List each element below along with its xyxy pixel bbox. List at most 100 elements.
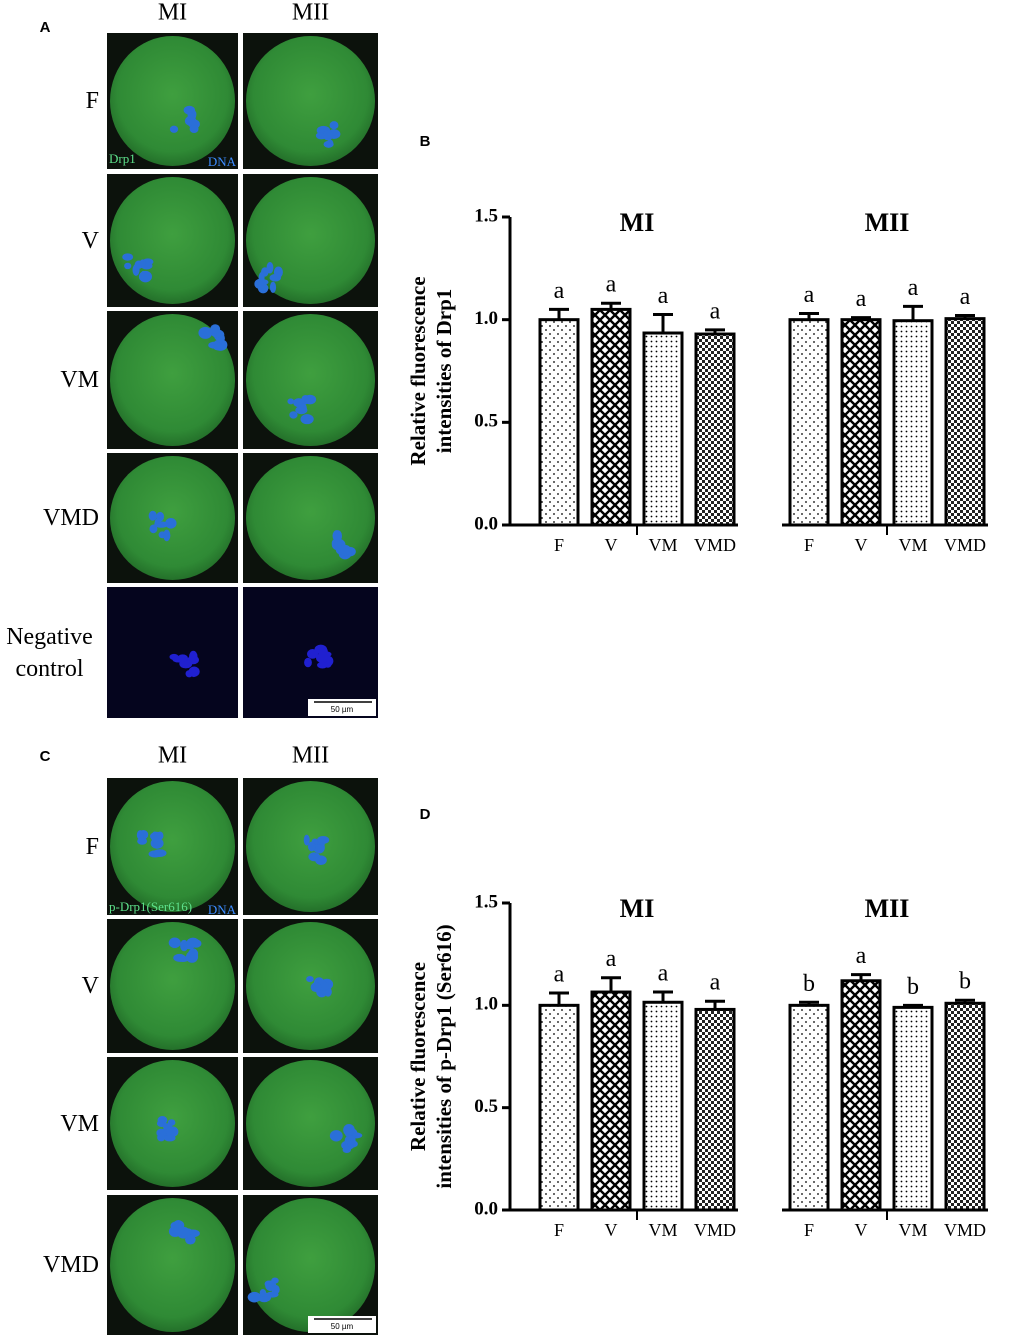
- significance-letter: a: [554, 278, 565, 304]
- dna: [273, 266, 283, 278]
- bar: [642, 1000, 684, 1212]
- oocyte: [110, 456, 235, 580]
- x-tick-label: VM: [648, 1220, 677, 1240]
- oocyte: [246, 314, 375, 446]
- row-label-box: VMD: [43, 505, 99, 531]
- oocyte: [246, 36, 375, 166]
- row-label-box: V: [82, 973, 99, 999]
- dna: [186, 937, 200, 948]
- dna: [247, 1291, 261, 1303]
- stain-label: DNA: [208, 902, 237, 917]
- oocyte: [110, 781, 235, 912]
- significance-letter: a: [804, 282, 815, 308]
- row-label-box: F: [85, 833, 99, 860]
- dna: [266, 261, 274, 274]
- dna: [287, 398, 295, 405]
- dna: [259, 1288, 267, 1297]
- dna: [347, 1140, 358, 1148]
- dna: [185, 950, 199, 963]
- dna: [313, 844, 324, 853]
- dna: [165, 517, 177, 529]
- y-axis-label: Relative fluorescence: [406, 962, 430, 1151]
- dna: [316, 652, 329, 663]
- row-label-box: F: [86, 88, 99, 114]
- dna: [317, 836, 330, 844]
- dna: [148, 510, 157, 521]
- dna: [304, 657, 312, 668]
- significance-letter: a: [856, 943, 867, 969]
- row-label: VM: [60, 367, 99, 393]
- group-label: MI: [620, 894, 655, 923]
- bar: [788, 318, 830, 527]
- y-tick-label: 0.5: [474, 411, 498, 432]
- dna: [139, 259, 146, 267]
- oocyte: [246, 456, 375, 580]
- significance-letter: a: [658, 961, 669, 987]
- x-tick-label: VM: [898, 535, 927, 555]
- y-axis-label: intensities of p-Drp1 (Ser616): [432, 924, 456, 1188]
- significance-letter: a: [960, 284, 971, 310]
- bar: [944, 317, 986, 527]
- row-label: Negative control: [6, 623, 93, 682]
- scale-bar-label: 50 µm: [331, 705, 354, 714]
- dna: [185, 1234, 196, 1245]
- micrograph: [107, 587, 238, 718]
- dna: [329, 1130, 343, 1142]
- oocyte: [246, 1198, 375, 1332]
- dna: [255, 279, 269, 286]
- y-axis-label: intensities of Drp1: [432, 289, 456, 454]
- x-tick-label: VM: [898, 1220, 927, 1240]
- significance-letter: a: [606, 272, 617, 298]
- x-tick-label: VM: [648, 535, 677, 555]
- dna: [271, 1277, 279, 1284]
- column-header: MII: [292, 0, 329, 26]
- dna: [176, 1226, 191, 1239]
- x-tick-label: VMD: [944, 1220, 986, 1240]
- dna: [323, 140, 334, 148]
- dna: [173, 953, 186, 962]
- row-label-box: Negative control: [6, 623, 93, 682]
- oocyte: [110, 922, 235, 1050]
- bar: [538, 1003, 580, 1212]
- dna: [307, 649, 319, 659]
- significance-letter: a: [658, 283, 669, 309]
- stain-label: p-Drp1(Ser616): [109, 899, 192, 914]
- dna: [149, 524, 158, 534]
- significance-letter: a: [606, 946, 617, 972]
- significance-letter: a: [710, 970, 721, 996]
- dna: [132, 264, 140, 276]
- dna: [303, 834, 310, 846]
- column-header: MII: [292, 743, 329, 769]
- y-tick-label: 0.0: [474, 513, 498, 534]
- dna: [337, 544, 352, 556]
- significance-letter: b: [803, 971, 815, 997]
- dna: [189, 650, 198, 663]
- significance-letter: b: [959, 969, 971, 995]
- x-tick-label: V: [855, 535, 868, 555]
- oocyte: [246, 1060, 375, 1187]
- dna: [213, 343, 223, 351]
- dna: [329, 121, 339, 130]
- row-label: F: [85, 833, 99, 860]
- dna: [168, 937, 181, 949]
- bar: [694, 1007, 736, 1212]
- dna: [289, 411, 298, 419]
- bar: [892, 319, 934, 527]
- dna: [183, 105, 196, 115]
- dna: [266, 1291, 279, 1298]
- dna: [332, 530, 342, 542]
- x-tick-label: V: [605, 535, 618, 555]
- dna: [342, 1146, 352, 1154]
- group-label: MII: [865, 894, 910, 923]
- significance-letter: a: [554, 962, 565, 988]
- dna: [169, 125, 179, 133]
- y-tick-label: 1.5: [474, 205, 498, 226]
- group-label: MII: [865, 208, 910, 237]
- dna: [177, 654, 189, 662]
- dna: [210, 324, 221, 334]
- dna: [185, 670, 193, 678]
- y-tick-label: 1.0: [474, 308, 498, 329]
- x-tick-label: F: [804, 535, 814, 555]
- x-tick-label: F: [554, 535, 564, 555]
- dna: [156, 1119, 167, 1128]
